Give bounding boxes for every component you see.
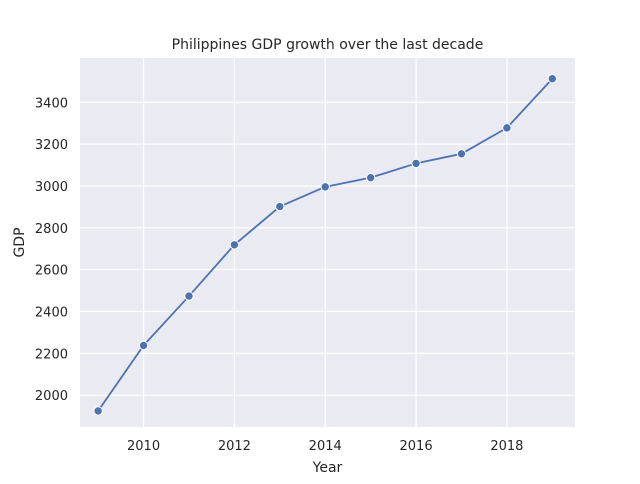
x-tick-label: 2016: [400, 439, 433, 454]
data-point: [275, 201, 285, 212]
chart-title: Philippines GDP growth over the last dec…: [172, 37, 484, 53]
tick-labels: 2010 2012 2014 2016 2018 2000 2200 2400 2600 2800…: [35, 96, 524, 454]
y-tick-label: 3200: [35, 138, 68, 153]
x-tick-label: 2018: [490, 439, 523, 454]
grid-lines: [80, 58, 575, 427]
data-point: [456, 149, 467, 159]
data-point: [365, 172, 376, 183]
data-point: [502, 123, 512, 133]
y-tick-label: 2800: [35, 222, 68, 237]
x-axis-label: Year: [312, 460, 343, 476]
data-point: [229, 240, 240, 250]
data-point: [93, 406, 103, 416]
data-series: [93, 74, 557, 416]
data-point: [547, 74, 557, 84]
y-tick-label: 2400: [35, 306, 68, 321]
data-point: [411, 158, 421, 169]
plot-background: [80, 58, 575, 427]
y-tick-label: 3400: [35, 96, 68, 111]
y-axis-label: GDP: [12, 227, 28, 257]
data-point: [184, 291, 194, 301]
y-tick-label: 2000: [35, 389, 68, 404]
y-tick-label: 2200: [35, 347, 68, 362]
x-tick-label: 2012: [218, 439, 251, 454]
x-tick-label: 2010: [127, 439, 160, 454]
y-tick-label: 3000: [35, 180, 68, 195]
y-tick-label: 2600: [35, 264, 68, 279]
x-tick-label: 2014: [309, 439, 342, 454]
data-point: [320, 182, 330, 192]
data-point: [138, 340, 149, 351]
